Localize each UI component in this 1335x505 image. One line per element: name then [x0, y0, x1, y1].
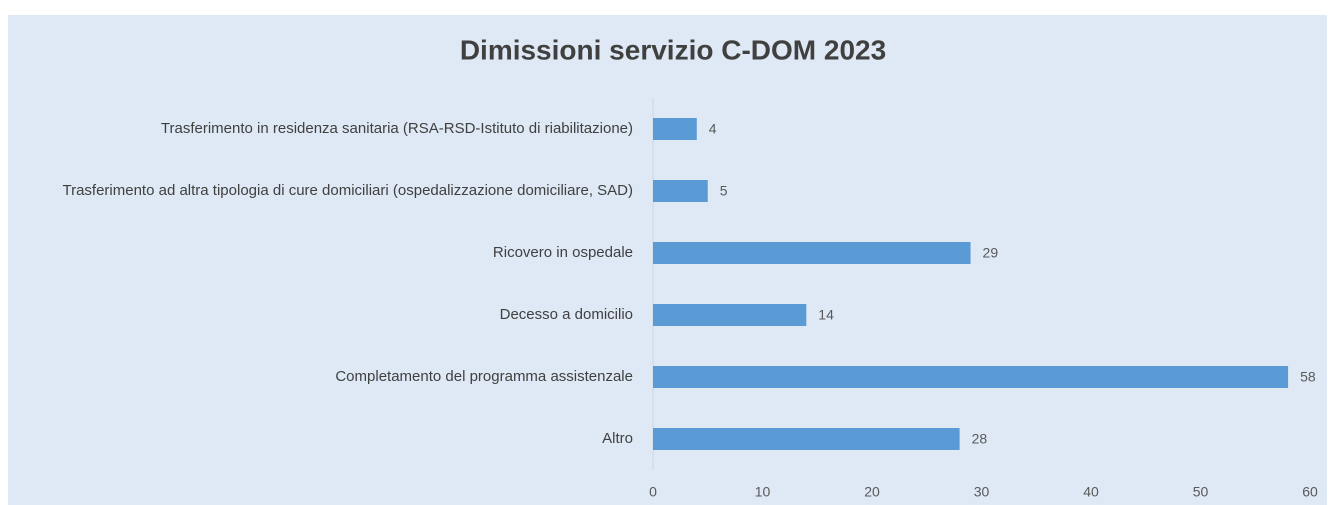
y-tick-label: Trasferimento in residenza sanitaria (RS…: [160, 120, 633, 137]
x-tick-label: 50: [1193, 484, 1209, 500]
data-label: 28: [972, 431, 988, 447]
data-label: 14: [818, 307, 834, 323]
chart-title: Dimissioni servizio C-DOM 2023: [460, 34, 886, 65]
x-tick-label: 20: [864, 484, 880, 500]
data-label: 4: [709, 121, 717, 137]
x-tick-label: 40: [1083, 484, 1099, 500]
bar: [653, 180, 708, 202]
bar: [653, 366, 1289, 388]
bar: [653, 428, 960, 450]
data-label: 58: [1300, 369, 1316, 385]
x-tick-label: 0: [649, 484, 657, 500]
x-tick-label: 10: [755, 484, 771, 500]
y-tick-label: Decesso a domicilio: [499, 306, 633, 323]
y-tick-label: Completamento del programma assistenzale: [335, 368, 633, 385]
x-tick-label: 60: [1302, 484, 1318, 500]
bar: [653, 242, 971, 264]
bar: [653, 118, 697, 140]
y-tick-label: Ricovero in ospedale: [492, 244, 633, 261]
data-label: 5: [720, 183, 728, 199]
y-tick-label: Trasferimento ad altra tipologia di cure…: [62, 182, 633, 199]
x-tick-label: 30: [974, 484, 990, 500]
y-tick-label: Altro: [602, 430, 633, 447]
data-label: 29: [983, 245, 999, 261]
bar: [653, 304, 807, 326]
